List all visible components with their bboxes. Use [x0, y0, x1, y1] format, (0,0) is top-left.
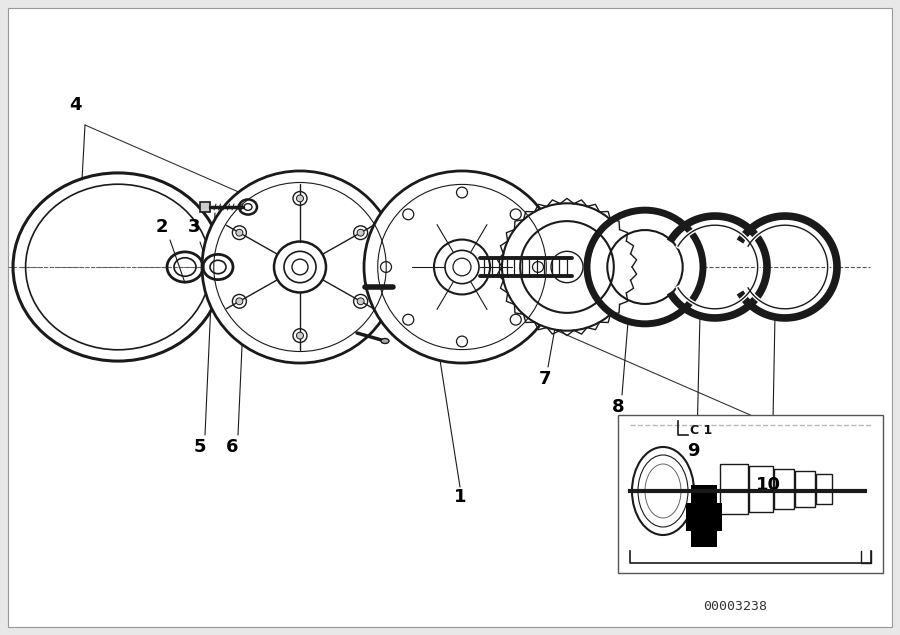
Text: 1: 1 [454, 488, 466, 506]
Ellipse shape [202, 171, 398, 363]
Text: 10: 10 [755, 476, 780, 494]
FancyBboxPatch shape [200, 202, 210, 212]
Ellipse shape [296, 195, 303, 202]
Text: 8: 8 [612, 398, 625, 416]
Ellipse shape [357, 229, 364, 236]
Text: 5: 5 [194, 438, 206, 456]
Text: 2: 2 [156, 218, 168, 236]
FancyBboxPatch shape [618, 415, 883, 573]
Text: 6: 6 [226, 438, 239, 456]
Ellipse shape [236, 229, 243, 236]
Text: 00003238: 00003238 [703, 601, 767, 613]
Ellipse shape [587, 210, 703, 324]
FancyBboxPatch shape [8, 8, 892, 627]
Ellipse shape [296, 332, 303, 339]
FancyBboxPatch shape [691, 485, 717, 547]
Text: 4: 4 [68, 96, 81, 114]
Ellipse shape [381, 338, 389, 344]
Text: 3: 3 [188, 218, 200, 236]
Ellipse shape [364, 171, 560, 363]
Text: 9: 9 [687, 442, 699, 460]
Text: 7: 7 [539, 370, 551, 388]
Text: C 1: C 1 [690, 425, 712, 438]
FancyBboxPatch shape [686, 503, 722, 531]
Ellipse shape [236, 298, 243, 305]
Ellipse shape [357, 298, 364, 305]
Ellipse shape [502, 203, 632, 331]
